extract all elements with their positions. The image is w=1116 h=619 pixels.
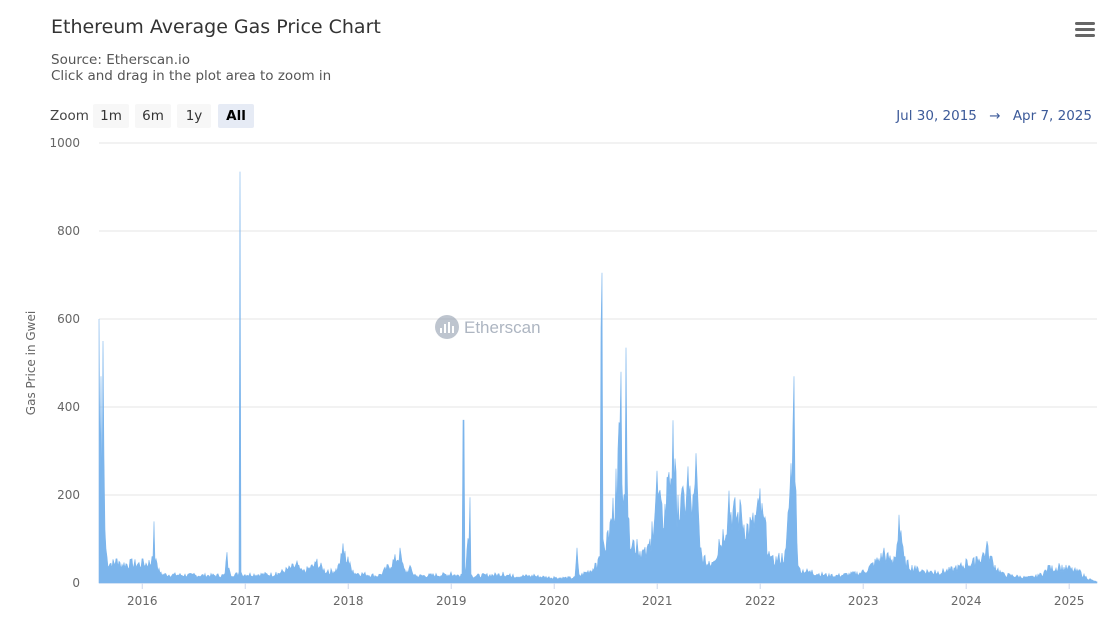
chart-hint: Click and drag in the plot area to zoom … bbox=[51, 68, 332, 84]
x-tick-label: 2016 bbox=[127, 594, 158, 608]
y-axis-label: Gas Price in Gwei bbox=[24, 311, 38, 415]
range-to[interactable]: Apr 7, 2025 bbox=[1012, 108, 1092, 124]
x-tick-label: 2025 bbox=[1054, 594, 1085, 608]
zoom-6m-button[interactable]: 6m bbox=[135, 104, 171, 128]
x-tick-label: 2018 bbox=[333, 594, 364, 608]
y-tick-label: 600 bbox=[57, 312, 80, 326]
y-tick-label: 0 bbox=[72, 576, 80, 590]
y-tick-label: 200 bbox=[57, 488, 80, 502]
x-tick-label: 2020 bbox=[539, 594, 570, 608]
y-tick-label: 400 bbox=[57, 400, 80, 414]
range-arrow: → bbox=[989, 108, 1001, 124]
x-tick-label: 2019 bbox=[436, 594, 467, 608]
chart-title: Ethereum Average Gas Price Chart bbox=[51, 16, 381, 38]
etherscan-watermark: Etherscan bbox=[435, 315, 541, 339]
x-tick-label: 2024 bbox=[951, 594, 982, 608]
x-tick-label: 2022 bbox=[745, 594, 776, 608]
x-tick-label: 2023 bbox=[848, 594, 879, 608]
range-from[interactable]: Jul 30, 2015 bbox=[896, 108, 977, 124]
date-range: Jul 30, 2015 → Apr 7, 2025 bbox=[896, 108, 1092, 124]
zoom-1y-button[interactable]: 1y bbox=[177, 104, 211, 128]
y-tick-label: 1000 bbox=[49, 136, 80, 150]
y-tick-label: 800 bbox=[57, 224, 80, 238]
zoom-1m-button[interactable]: 1m bbox=[93, 104, 129, 128]
zoom-label: Zoom bbox=[50, 108, 89, 124]
x-tick-label: 2017 bbox=[230, 594, 261, 608]
gas-price-area bbox=[98, 171, 1098, 584]
hamburger-menu-icon[interactable] bbox=[1075, 22, 1095, 38]
chart-source: Source: Etherscan.io bbox=[51, 52, 191, 68]
zoom-all-button[interactable]: All bbox=[218, 104, 254, 128]
x-tick-label: 2021 bbox=[642, 594, 673, 608]
svg-text:Etherscan: Etherscan bbox=[464, 318, 541, 337]
